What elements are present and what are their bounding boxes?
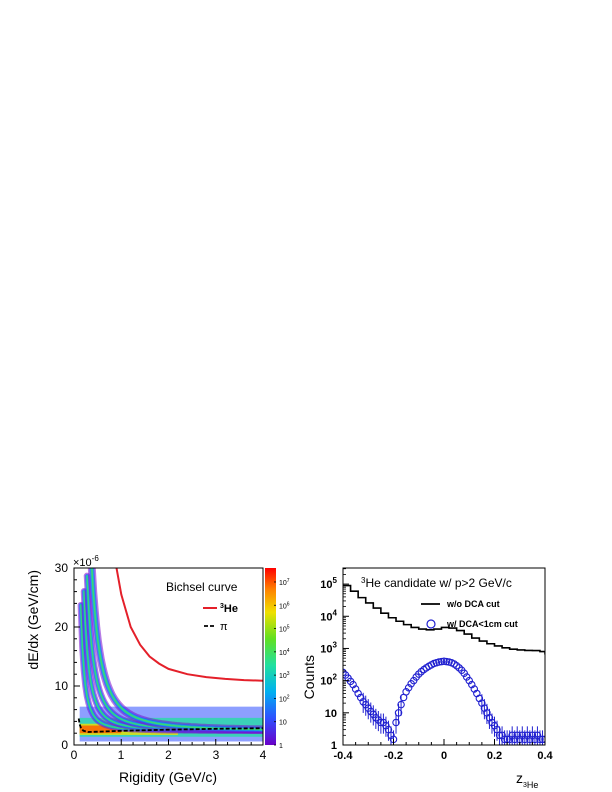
ry-tick-label: 10: [325, 708, 337, 720]
colorbar-label: 106: [279, 601, 290, 610]
right-plot-title: 3He candidate w/ p>2 GeV/c: [361, 576, 512, 590]
data-point: [498, 731, 506, 740]
mip-band-peak: [79, 725, 122, 734]
data-point: [505, 735, 514, 744]
counts-axis-title: Counts: [301, 655, 317, 699]
rx-tick-0: 0: [441, 750, 447, 762]
y-axis-title: dE/dx (GeV/cm): [25, 570, 41, 670]
colorbar-labels: 1 10 102 103 104 105 106 107: [274, 578, 290, 750]
colorbar: [265, 568, 276, 745]
data-point: [526, 735, 534, 744]
z-axis-title: z3He: [516, 770, 538, 790]
data-point: [440, 657, 448, 666]
legend-w-dca-swatch: [426, 619, 436, 629]
legend-pi-label: π: [220, 621, 228, 633]
legend-wo-dca-label: w/o DCA cut: [446, 599, 500, 609]
x-axis-title: Rigidity (GeV/c): [119, 769, 217, 785]
left-axis-ticks: [73, 567, 264, 746]
bichsel-curve-annotation: Bichsel curve: [166, 580, 238, 594]
left-heatmap-panel: 0 10 20 30 0 1 2 3 4 ×10-6 Rigidity (GeV…: [25, 554, 290, 785]
data-point: [435, 658, 443, 666]
y-exponent-label: ×10-6: [73, 554, 99, 569]
data-point: [460, 669, 468, 677]
data-point: [495, 731, 504, 740]
ry-tick-label: 104: [320, 608, 337, 623]
colorbar-label: 10: [279, 720, 287, 727]
data-point: [455, 664, 463, 672]
colorbar-label: 104: [279, 648, 290, 657]
right-counts-panel: -0.4 -0.2 0 0.2 0.4 1 10 102 103 104 105 Coun…: [301, 567, 554, 790]
data-point: [490, 721, 499, 730]
data-point: [354, 689, 362, 698]
legend-he3-label: 3He: [220, 603, 238, 615]
rx-tick-m04: -0.4: [334, 750, 354, 762]
data-point: [343, 668, 347, 677]
data-point: [465, 676, 473, 685]
data-point: [402, 688, 410, 696]
y-tick-0: 0: [61, 738, 68, 752]
data-point: [382, 721, 390, 730]
data-point: [500, 735, 509, 744]
ry-tick-label: 105: [320, 576, 337, 591]
data-point: [536, 735, 544, 744]
x-tick-0: 0: [71, 748, 78, 762]
data-point: [508, 731, 516, 740]
data-point: [518, 731, 527, 740]
data-point: [513, 731, 521, 740]
data-point: [538, 735, 545, 744]
y-tick-30: 30: [55, 561, 69, 575]
data-point: [437, 657, 446, 666]
series-wo-dca-line: [343, 584, 545, 655]
data-point: [533, 731, 542, 740]
data-point: [414, 670, 423, 678]
data-point: [387, 731, 395, 740]
rx-tick-02: 0.2: [487, 750, 502, 762]
x-tick-1: 1: [118, 748, 125, 762]
ry-tick-label: 103: [320, 640, 337, 655]
legend-w-dca-label: w/ DCA<1cm cut: [446, 619, 518, 629]
y-tick-20: 20: [55, 620, 69, 634]
y-tick-10: 10: [55, 679, 69, 693]
right-y-tick-labels: 1 10 102 103 104 105: [320, 576, 337, 752]
colorbar-label: 107: [279, 578, 290, 587]
x-tick-2: 2: [165, 748, 172, 762]
data-point: [521, 735, 529, 744]
data-point: [397, 700, 405, 709]
data-point: [404, 684, 413, 692]
ry-tick-label: 102: [320, 673, 337, 688]
colorbar-label: 102: [279, 694, 290, 703]
rx-tick-04: 0.4: [537, 750, 553, 762]
colorbar-label: 105: [279, 625, 290, 634]
colorbar-label: 1: [279, 743, 283, 750]
data-point: [394, 709, 403, 717]
colorbar-label: 103: [279, 671, 290, 680]
data-point: [442, 657, 451, 666]
data-point: [392, 718, 400, 727]
x-tick-4: 4: [260, 748, 267, 762]
rx-tick-m02: -0.2: [384, 750, 403, 762]
data-point: [531, 735, 539, 744]
ry-tick-label: 1: [331, 740, 337, 752]
x-tick-3: 3: [213, 748, 220, 762]
data-point: [528, 731, 537, 740]
data-point: [523, 731, 532, 740]
right-axis-ticks: [342, 568, 546, 746]
he3-bichsel-curve: [115, 568, 263, 682]
data-point: [510, 735, 519, 744]
series-w-dca-points: [343, 657, 545, 745]
pi-bichsel-curve: [77, 718, 263, 733]
